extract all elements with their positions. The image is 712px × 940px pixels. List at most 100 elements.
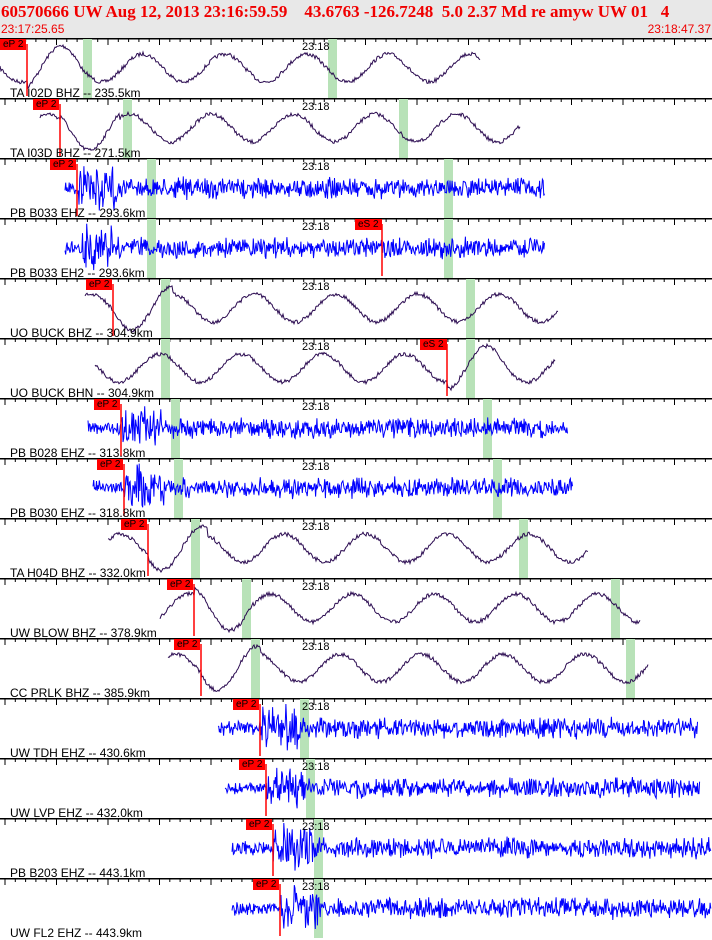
theoretical-arrival-marker	[123, 99, 132, 158]
channel-label: CC PRLK BHZ -- 385.9km	[10, 686, 151, 700]
theoretical-arrival-marker	[466, 279, 475, 338]
channel-panel[interactable]: eP 2 23:18 CC PRLK BHZ -- 385.9km	[0, 638, 712, 700]
theoretical-arrival-marker	[399, 99, 408, 158]
event-title: 60570666 UW Aug 12, 2013 23:16:59.59 43.…	[1, 2, 670, 21]
theoretical-arrival-marker	[328, 39, 337, 98]
waveform-plot	[0, 218, 712, 278]
theoretical-arrival-marker	[147, 219, 156, 278]
phase-pick-label[interactable]: eP 2	[97, 459, 124, 470]
channel-label: TA H04D BHZ -- 332.0km	[10, 566, 146, 580]
waveform-trace	[87, 406, 568, 446]
channel-panel[interactable]: eS 2 23:18 PB B033 EH2 -- 293.6km	[0, 218, 712, 280]
waveform-trace	[224, 767, 701, 809]
channel-label: PB B033 EHZ -- 293.6km	[10, 206, 146, 220]
waveform-trace	[107, 524, 589, 573]
time-mark: 23:18	[302, 761, 330, 773]
channel-panel[interactable]: eP 2 23:18 UW FL2 EHZ -- 443.9km	[0, 878, 712, 940]
channel-panel[interactable]: eP 2 23:18 PB B028 EHZ -- 313.8km	[0, 398, 712, 460]
channel-panel[interactable]: eP 2 23:18 TA I02D BHZ -- 235.5km	[0, 38, 712, 100]
theoretical-arrival-marker	[161, 339, 170, 398]
waveform-trace	[231, 822, 712, 871]
phase-pick-label[interactable]: eP 2	[121, 519, 148, 530]
start-time: 23:17:25.65	[1, 22, 65, 36]
phase-pick-label[interactable]: eP 2	[239, 759, 266, 770]
channel-panel[interactable]: eP 2 23:18 UO BUCK BHZ -- 304.9km	[0, 278, 712, 340]
channel-label: UO BUCK BHZ -- 304.9km	[10, 326, 153, 340]
waveform-trace	[39, 110, 521, 151]
phase-pick-label[interactable]: eP 2	[167, 579, 194, 590]
waveform-plot	[0, 518, 712, 578]
theoretical-arrival-marker	[251, 639, 260, 698]
theoretical-arrival-marker	[191, 519, 200, 578]
channel-label: UO BUCK BHN -- 304.9km	[10, 386, 155, 400]
phase-pick-label[interactable]: eP 2	[246, 819, 273, 830]
channel-panel[interactable]: eP 2 23:18 UW TDH EHZ -- 430.6km	[0, 698, 712, 760]
waveform-trace	[94, 342, 556, 392]
time-mark: 23:18	[302, 581, 330, 593]
channel-panel[interactable]: eP 2 23:18 PB B030 EHZ -- 318.8km	[0, 458, 712, 520]
waveform-plot	[0, 578, 712, 638]
channel-label: UW LVP EHZ -- 432.0km	[10, 806, 143, 820]
theoretical-arrival-marker	[83, 39, 92, 98]
waveform-trace	[167, 643, 649, 693]
waveform-trace	[92, 463, 573, 508]
waveform-trace	[217, 703, 698, 751]
waveform-trace	[0, 44, 481, 90]
channel-label: PB B033 EH2 -- 293.6km	[10, 266, 145, 280]
waveform-plot	[0, 638, 712, 698]
channel-label: UW FL2 EHZ -- 443.9km	[10, 926, 143, 940]
channel-panel[interactable]: eP 2 23:18 TA I03D BHZ -- 271.5km	[0, 98, 712, 160]
time-mark: 23:18	[302, 41, 330, 53]
phase-pick-label[interactable]: eP 2	[0, 39, 27, 50]
channel-label: PB B203 EHZ -- 443.1km	[10, 866, 146, 880]
theoretical-arrival-marker	[611, 579, 620, 638]
channel-panel[interactable]: eP 2 23:18 PB B203 EHZ -- 443.1km	[0, 818, 712, 880]
waveform-trace	[64, 166, 545, 211]
theoretical-arrival-marker	[493, 459, 502, 518]
time-mark: 23:18	[302, 281, 330, 293]
time-mark: 23:18	[302, 221, 330, 233]
waveform-plot	[0, 458, 712, 518]
channel-label: TA I02D BHZ -- 235.5km	[10, 86, 141, 100]
phase-pick-label[interactable]: eP 2	[33, 99, 60, 110]
phase-pick-label[interactable]: eP 2	[233, 699, 260, 710]
time-mark: 23:18	[302, 521, 330, 533]
phase-pick-label[interactable]: eP 2	[86, 279, 113, 290]
phase-pick-label[interactable]: eP 2	[174, 639, 201, 650]
channel-label: PB B030 EHZ -- 318.8km	[10, 506, 146, 520]
waveform-trace	[159, 586, 641, 634]
phase-pick-label[interactable]: eS 2	[420, 339, 447, 350]
phase-pick-label[interactable]: eP 2	[50, 159, 77, 170]
channel-label: UW TDH EHZ -- 430.6km	[10, 746, 146, 760]
waveform-plot	[0, 818, 712, 878]
theoretical-arrival-marker	[242, 579, 251, 638]
waveform-trace	[231, 884, 712, 930]
event-header: 60570666 UW Aug 12, 2013 23:16:59.59 43.…	[0, 0, 712, 38]
theoretical-arrival-marker	[626, 639, 635, 698]
waveform-plot	[0, 758, 712, 818]
phase-pick-label[interactable]: eP 2	[94, 399, 121, 410]
waveform-plot	[0, 98, 712, 158]
waveform-trace	[84, 284, 559, 333]
theoretical-arrival-marker	[314, 879, 323, 938]
channel-label: TA I03D BHZ -- 271.5km	[10, 146, 141, 160]
channel-label: PB B028 EHZ -- 313.8km	[10, 446, 146, 460]
theoretical-arrival-marker	[161, 279, 170, 338]
waveform-plot	[0, 338, 712, 398]
waveform-plot	[0, 878, 712, 938]
time-mark: 23:18	[302, 701, 330, 713]
theoretical-arrival-marker	[519, 519, 528, 578]
phase-pick-label[interactable]: eS 2	[355, 219, 382, 230]
theoretical-arrival-marker	[300, 699, 309, 758]
channel-panel[interactable]: eS 2 23:18 UO BUCK BHN -- 304.9km	[0, 338, 712, 400]
end-time: 23:18:47.37	[647, 22, 711, 36]
time-mark: 23:18	[302, 101, 330, 113]
channel-panel[interactable]: eP 2 23:18 UW BLOW BHZ -- 378.9km	[0, 578, 712, 640]
channel-panel[interactable]: eP 2 23:18 PB B033 EHZ -- 293.6km	[0, 158, 712, 220]
channel-panel[interactable]: eP 2 23:18 TA H04D BHZ -- 332.0km	[0, 518, 712, 580]
theoretical-arrival-marker	[147, 159, 156, 218]
waveform-trace	[64, 223, 545, 271]
channel-panel[interactable]: eP 2 23:18 UW LVP EHZ -- 432.0km	[0, 758, 712, 820]
phase-pick-label[interactable]: eP 2	[253, 879, 280, 890]
